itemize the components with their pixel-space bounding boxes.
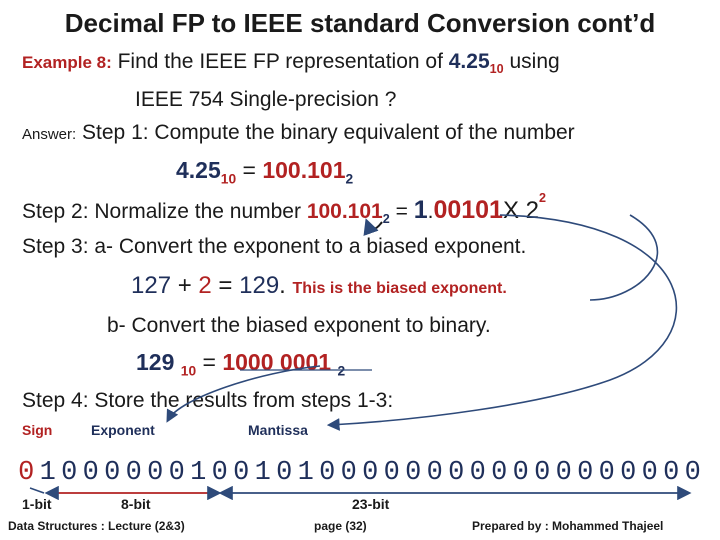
step3a-line: Step 3: a- Convert the exponent to a bia…: [22, 235, 527, 258]
example-text-b: using: [509, 50, 560, 73]
biased-127: 127: [131, 272, 172, 299]
step2-times: X 2: [502, 197, 539, 224]
exponent-link-arrow: [589, 214, 659, 301]
step1-bin: 100.1012: [262, 157, 354, 187]
bit-31: 0: [684, 458, 702, 488]
bit-13: 1: [297, 458, 315, 488]
step4-line: Step 4: Store the results from steps 1-3…: [22, 389, 394, 412]
slide-title: Decimal FP to IEEE standard Conversion c…: [64, 8, 656, 38]
mantissa-link-arrow: [326, 214, 678, 431]
biased-129: 129: [239, 272, 280, 299]
bit-17: 0: [383, 458, 401, 488]
step2-one: 1: [413, 196, 428, 224]
bit-25: 0: [555, 458, 573, 488]
mantissa-label: Mantissa: [248, 422, 308, 438]
bit-0: 0: [18, 458, 36, 488]
step1-equation: 4.2510 = 100.1012: [176, 157, 354, 187]
shift-arrow: [363, 218, 383, 236]
sign-bit-label: 1-bit: [22, 496, 52, 512]
bit-3: 0: [82, 458, 100, 488]
bit-30: 0: [663, 458, 681, 488]
bit-6: 0: [147, 458, 165, 488]
bit-5: 0: [125, 458, 143, 488]
exponent-label: Exponent: [91, 422, 155, 438]
bit-22: 0: [491, 458, 509, 488]
bit-15: 0: [340, 458, 358, 488]
bit-20: 0: [448, 458, 466, 488]
bit-14: 0: [319, 458, 337, 488]
step2-bin: 100.1012: [306, 200, 390, 227]
step3b-line: b- Convert the biased exponent to binary…: [107, 314, 491, 337]
example-line: Example 8: Find the IEEE FP representati…: [22, 50, 560, 76]
footer-course: Data Structures : Lecture (2&3): [8, 519, 185, 533]
bit-18: 0: [405, 458, 423, 488]
exp-dec: 129 10: [136, 349, 197, 379]
example-number: 4.2510: [448, 50, 504, 77]
bit-4: 0: [104, 458, 122, 488]
answer-line: Answer: Step 1: Compute the binary equiv…: [22, 121, 575, 145]
step2-mantissa: 00101: [433, 196, 503, 224]
example-text-a: Find the IEEE FP representation of: [117, 50, 443, 73]
footer-author: Prepared by : Mohammed Thajeel: [472, 519, 664, 533]
biased-2: 2: [198, 272, 212, 299]
exponent-binary-link-arrow: [166, 365, 321, 423]
biased-equation: 127 + 2 = 129. This is the biased expone…: [131, 272, 507, 299]
bit-28: 0: [620, 458, 638, 488]
answer-text: Step 1: Compute the binary equivalent of…: [82, 121, 575, 144]
bit-2: 0: [61, 458, 79, 488]
example-line2: IEEE 754 Single-precision ?: [135, 88, 397, 111]
exp-bin: 1000 0001 2: [222, 349, 346, 379]
step1-dec: 4.2510: [176, 157, 237, 187]
bit-1: 1: [39, 458, 57, 488]
bit-10: 0: [233, 458, 251, 488]
bit-12: 0: [276, 458, 294, 488]
bit-16: 0: [362, 458, 380, 488]
bit-7: 0: [168, 458, 186, 488]
bit-8: 1: [190, 458, 208, 488]
bit-27: 0: [598, 458, 616, 488]
biased-note: This is the biased exponent.: [292, 280, 507, 297]
step2-text: Step 2: Normalize the number: [22, 200, 301, 223]
example-label: Example 8:: [22, 53, 112, 72]
bit-9: 0: [211, 458, 229, 488]
bit-19: 0: [426, 458, 444, 488]
bit-29: 0: [641, 458, 659, 488]
step2-exponent: 2: [539, 191, 547, 205]
bit-23: 0: [512, 458, 530, 488]
step2-line: Step 2: Normalize the number 100.1012 = …: [22, 191, 547, 227]
bit-21: 0: [469, 458, 487, 488]
footer-page: page (32): [314, 519, 367, 533]
bit-26: 0: [577, 458, 595, 488]
answer-label: Answer:: [22, 126, 77, 143]
bit-11: 1: [254, 458, 272, 488]
sign-label: Sign: [22, 422, 53, 438]
exponent-binary-equation: 129 10 = 1000 0001 2: [136, 349, 346, 379]
bit-24: 0: [534, 458, 552, 488]
